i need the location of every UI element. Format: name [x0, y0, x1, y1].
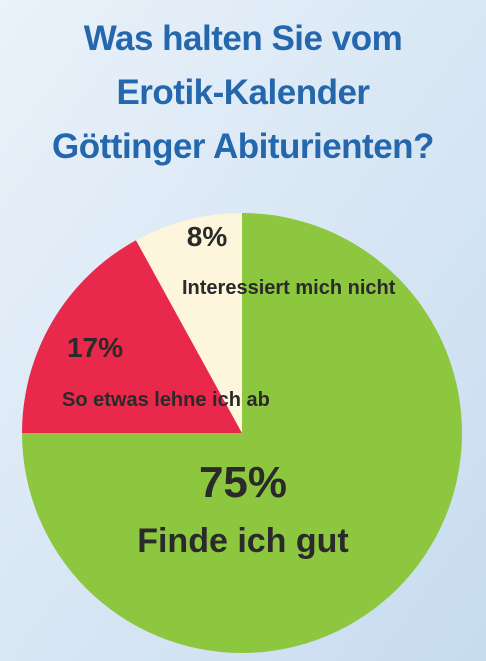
chart-title: Was halten Sie vom — [84, 19, 402, 58]
pie-slice — [22, 240, 242, 433]
value-label: 17% — [67, 332, 123, 363]
category-label: Interessiert mich nicht — [182, 277, 396, 299]
chart-title: Erotik-Kalender — [116, 73, 370, 112]
chart-title: Göttinger Abiturienten? — [52, 127, 434, 166]
pie-slice — [136, 213, 242, 433]
category-label: So etwas lehne ich ab — [62, 389, 270, 411]
pie — [22, 213, 462, 653]
value-label: 75% — [199, 458, 287, 507]
labels: 75% Finde ich gut 17% So etwas lehne ich ab… — [62, 221, 396, 560]
value-label: 8% — [187, 221, 228, 252]
category-label: Finde ich gut — [137, 522, 349, 560]
